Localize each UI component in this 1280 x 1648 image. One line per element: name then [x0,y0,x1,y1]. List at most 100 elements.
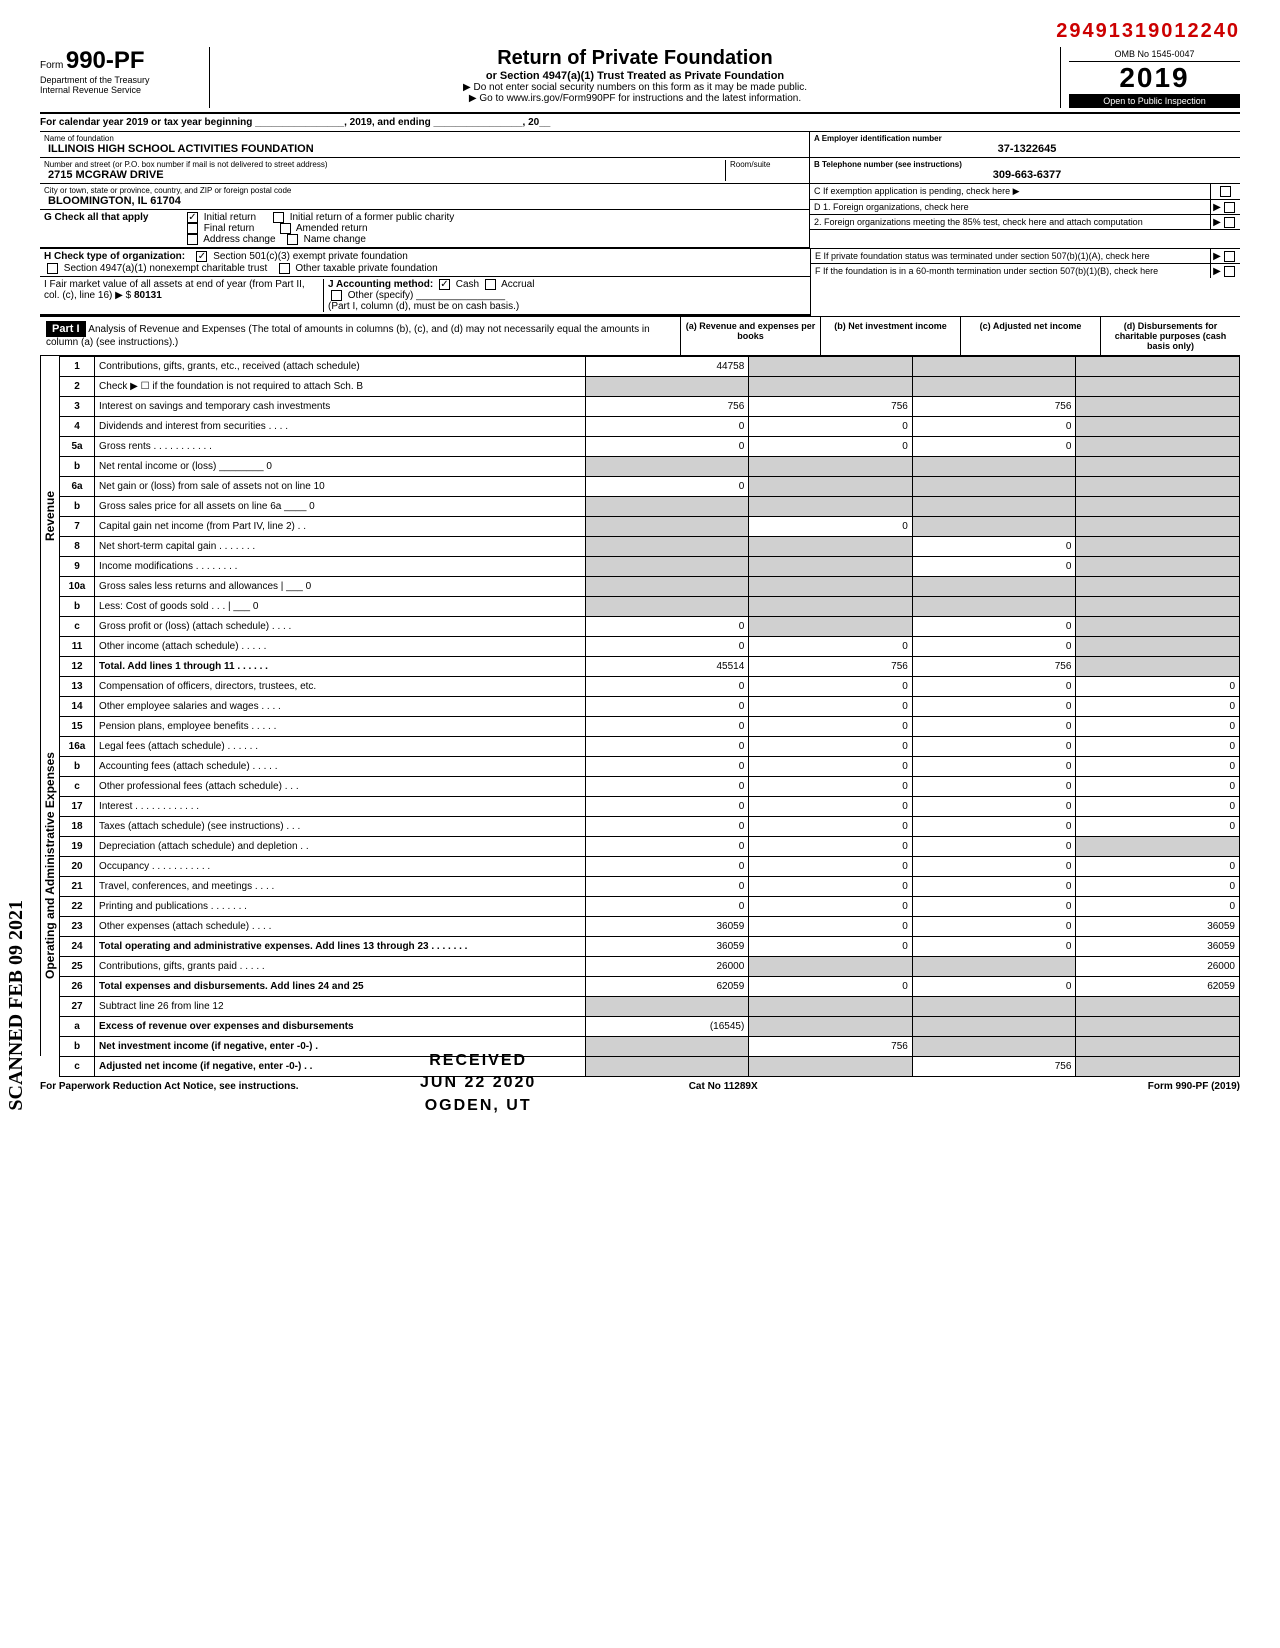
ein-value: 37-1322645 [814,143,1236,155]
501c3-checkbox[interactable] [196,251,207,262]
analysis-table: 1Contributions, gifts, grants, etc., rec… [59,356,1240,1077]
foreign-org-label: D 1. Foreign organizations, check here [810,200,1210,214]
other-taxable-label: Other taxable private foundation [295,263,437,274]
form-prefix: Form [40,60,63,71]
amended-label: Amended return [296,223,368,234]
received-stamp: RECEIVED JUN 22 2020 OGDEN, UT [420,1050,536,1117]
name-change-checkbox[interactable] [287,234,298,245]
terminated-label: E If private foundation status was termi… [811,249,1210,263]
4947-label: Section 4947(a)(1) nonexempt charitable … [64,263,267,274]
col-c-header: (c) Adjusted net income [960,317,1100,355]
col-a-header: (a) Revenue and expenses per books [680,317,820,355]
goto-url: ▶ Go to www.irs.gov/Form990PF for instru… [220,93,1050,104]
fmv-value: 80131 [134,290,162,301]
foreign-85-label: 2. Foreign organizations meeting the 85%… [810,215,1210,229]
table-row: 5aGross rents . . . . . . . . . . .000 [60,436,1240,456]
60month-checkbox[interactable] [1224,266,1235,277]
main-title: Return of Private Foundation [220,47,1050,70]
foreign-org-checkbox[interactable] [1224,202,1235,213]
accrual-checkbox[interactable] [485,279,496,290]
name-change-label: Name change [304,234,366,245]
public-inspection: Open to Public Inspection [1069,94,1240,108]
initial-return-checkbox[interactable] [187,212,198,223]
terminated-checkbox[interactable] [1224,251,1235,262]
form-header: Form 990-PF Department of the Treasury I… [40,47,1240,114]
table-row: 15Pension plans, employee benefits . . .… [60,716,1240,736]
omb-number: OMB No 1545-0047 [1069,47,1240,62]
final-return-label: Final return [204,223,255,234]
table-row: bLess: Cost of goods sold . . . | ___ 0 [60,596,1240,616]
cash-label: Cash [456,279,479,290]
foundation-name: ILLINOIS HIGH SCHOOL ACTIVITIES FOUNDATI… [44,143,805,155]
initial-former-label: Initial return of a former public charit… [290,212,455,223]
table-row: 18Taxes (attach schedule) (see instructi… [60,816,1240,836]
initial-former-checkbox[interactable] [273,212,284,223]
form-number: 990-PF [66,47,145,74]
initial-return-label: Initial return [204,212,256,223]
table-row: bNet investment income (if negative, ent… [60,1036,1240,1056]
table-row: 14Other employee salaries and wages . . … [60,696,1240,716]
city-label: City or town, state or province, country… [44,186,805,195]
table-row: 9Income modifications . . . . . . . .0 [60,556,1240,576]
4947-checkbox[interactable] [47,263,58,274]
exemption-checkbox[interactable] [1220,186,1231,197]
irs-label: Internal Revenue Service [40,85,201,95]
table-row: 3Interest on savings and temporary cash … [60,396,1240,416]
table-row: cGross profit or (loss) (attach schedule… [60,616,1240,636]
section-h-label: H Check type of organization: [44,252,185,263]
filing-number: 29491319012240 [1056,20,1240,43]
exemption-pending-label: C If exemption application is pending, c… [810,184,1210,199]
table-row: 22Printing and publications . . . . . . … [60,896,1240,916]
table-row: bAccounting fees (attach schedule) . . .… [60,756,1240,776]
tax-year: 2019 [1069,62,1240,94]
final-return-checkbox[interactable] [187,223,198,234]
table-row: 17Interest . . . . . . . . . . . .0000 [60,796,1240,816]
addr-change-checkbox[interactable] [187,234,198,245]
cash-checkbox[interactable] [439,279,450,290]
table-row: 13Compensation of officers, directors, t… [60,676,1240,696]
footer-center: Cat No 11289X [689,1081,758,1092]
501c3-label: Section 501(c)(3) exempt private foundat… [213,252,408,263]
other-method-label: Other (specify) [348,290,414,301]
table-row: 25Contributions, gifts, grants paid . . … [60,956,1240,976]
table-row: 6aNet gain or (loss) from sale of assets… [60,476,1240,496]
table-row: 19Depreciation (attach schedule) and dep… [60,836,1240,856]
table-row: 16aLegal fees (attach schedule) . . . . … [60,736,1240,756]
60month-label: F If the foundation is in a 60-month ter… [811,264,1210,278]
ssn-warning: ▶ Do not enter social security numbers o… [220,82,1050,93]
expenses-label: Operating and Administrative Expenses [40,676,59,1056]
table-row: 11Other income (attach schedule) . . . .… [60,636,1240,656]
table-row: cAdjusted net income (if negative, enter… [60,1056,1240,1076]
table-row: 21Travel, conferences, and meetings . . … [60,876,1240,896]
other-taxable-checkbox[interactable] [279,263,290,274]
name-label: Name of foundation [44,134,805,143]
table-row: 12Total. Add lines 1 through 11 . . . . … [60,656,1240,676]
cash-basis-note: (Part I, column (d), must be on cash bas… [328,301,519,312]
table-row: 1Contributions, gifts, grants, etc., rec… [60,356,1240,376]
table-row: 24Total operating and administrative exp… [60,936,1240,956]
foreign-85-checkbox[interactable] [1224,217,1235,228]
sub-title: or Section 4947(a)(1) Trust Treated as P… [220,70,1050,82]
dept-treasury: Department of the Treasury [40,75,201,85]
scanned-stamp: SCANNED FEB 09 2021 [5,900,28,1111]
other-method-checkbox[interactable] [331,290,342,301]
table-row: 23Other expenses (attach schedule) . . .… [60,916,1240,936]
table-row: 7Capital gain net income (from Part IV, … [60,516,1240,536]
phone-value: 309-663-6377 [814,169,1236,181]
amended-return-checkbox[interactable] [280,223,291,234]
table-row: cOther professional fees (attach schedul… [60,776,1240,796]
accrual-label: Accrual [501,279,534,290]
ein-label: A Employer identification number [814,134,1236,143]
table-row: 10aGross sales less returns and allowanc… [60,576,1240,596]
part1-label: Part I [46,321,86,337]
table-row: 2Check ▶ ☐ if the foundation is not requ… [60,376,1240,396]
table-row: 8Net short-term capital gain . . . . . .… [60,536,1240,556]
section-g-label: G Check all that apply [44,212,148,223]
room-label: Room/suite [730,160,805,169]
foundation-address: 2715 MCGRAW DRIVE [44,169,725,181]
calendar-year-row: For calendar year 2019 or tax year begin… [40,114,1240,132]
footer-right: Form 990-PF (2019) [1148,1081,1240,1092]
addr-change-label: Address change [203,234,275,245]
table-row: 27Subtract line 26 from line 12 [60,996,1240,1016]
table-row: 26Total expenses and disbursements. Add … [60,976,1240,996]
